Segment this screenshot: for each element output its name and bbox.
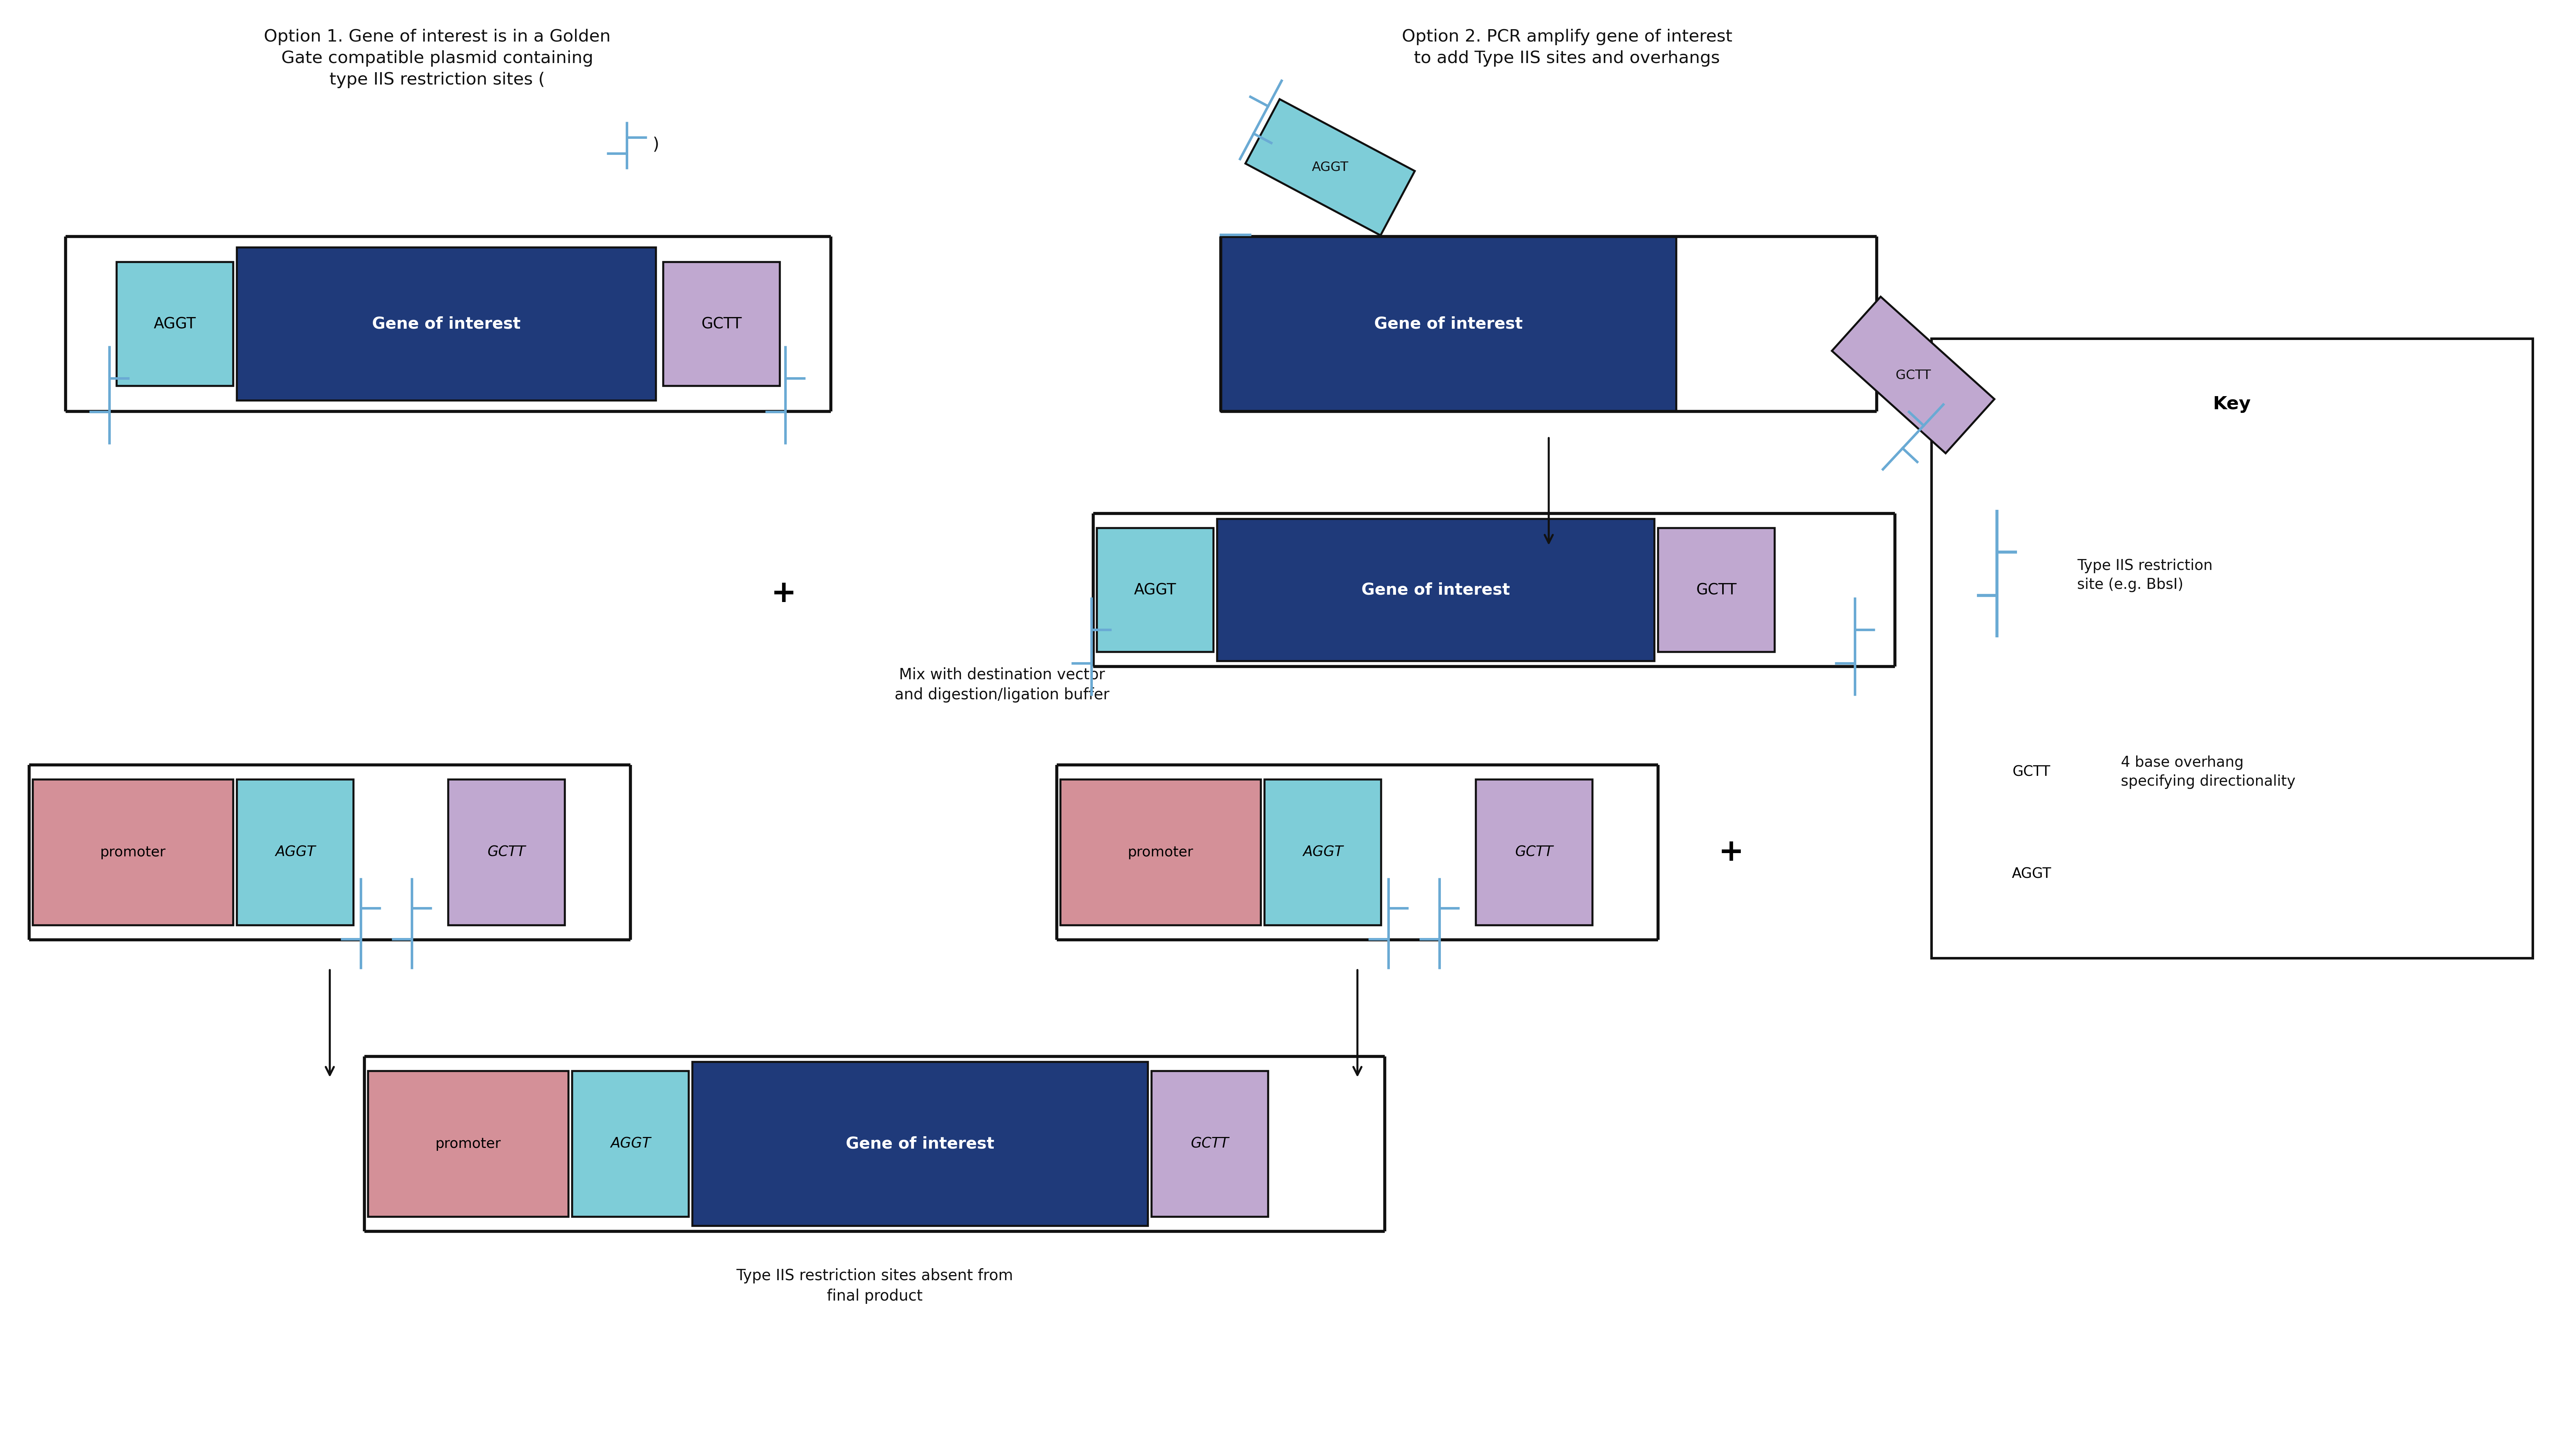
Bar	[448, 780, 564, 925]
Bar	[1265, 780, 1381, 925]
Bar	[1216, 519, 1654, 661]
Text: GCTT: GCTT	[1190, 1137, 1229, 1151]
Text: promoter: promoter	[100, 845, 165, 860]
Bar	[116, 262, 234, 386]
Bar	[693, 1061, 1149, 1225]
Text: GCTT: GCTT	[701, 316, 742, 332]
Bar	[368, 1072, 569, 1217]
Text: AGGT: AGGT	[1133, 583, 1177, 597]
Text: AGGT: AGGT	[2012, 867, 2050, 882]
Text: AGGT: AGGT	[1303, 845, 1342, 860]
Polygon shape	[1244, 99, 1414, 235]
Bar	[1097, 528, 1213, 653]
Bar	[1968, 834, 2094, 915]
Bar	[1151, 1072, 1267, 1217]
Bar	[1476, 780, 1592, 925]
Text: AGGT: AGGT	[155, 316, 196, 332]
Text: GCTT: GCTT	[487, 845, 526, 860]
Text: promoter: promoter	[1128, 845, 1193, 860]
Bar	[1659, 528, 1775, 653]
Text: +: +	[1718, 838, 1744, 867]
Text: promoter: promoter	[435, 1137, 502, 1151]
Bar	[1061, 780, 1260, 925]
Text: Type IIS restriction
site (e.g. BbsI): Type IIS restriction site (e.g. BbsI)	[2076, 558, 2213, 592]
Bar	[1221, 236, 1677, 412]
Text: Option 2. PCR amplify gene of interest
to add Type IIS sites and overhangs: Option 2. PCR amplify gene of interest t…	[1401, 29, 1731, 67]
Text: GCTT: GCTT	[1896, 368, 1932, 381]
Text: Gene of interest: Gene of interest	[1363, 581, 1510, 597]
Text: ): )	[652, 136, 659, 152]
Text: GCTT: GCTT	[2012, 766, 2050, 779]
Text: Gene of interest: Gene of interest	[845, 1135, 994, 1151]
Bar	[237, 248, 657, 400]
Text: Key: Key	[2213, 396, 2251, 413]
Text: Mix with destination vector
and digestion/ligation buffer: Mix with destination vector and digestio…	[894, 667, 1110, 702]
Text: GCTT: GCTT	[1695, 583, 1736, 597]
Bar	[237, 780, 353, 925]
Text: AGGT: AGGT	[1311, 161, 1347, 174]
Text: Gene of interest: Gene of interest	[1373, 316, 1522, 332]
Text: 4 base overhang
specifying directionality: 4 base overhang specifying directionalit…	[2120, 755, 2295, 789]
Bar	[572, 1072, 688, 1217]
Bar	[1932, 338, 2532, 958]
Text: Type IIS restriction sites absent from
final product: Type IIS restriction sites absent from f…	[737, 1269, 1012, 1304]
Text: Gene of interest: Gene of interest	[371, 316, 520, 332]
Bar	[662, 262, 781, 386]
Polygon shape	[1832, 297, 1994, 454]
Text: +: +	[770, 579, 796, 609]
Text: Option 1. Gene of interest is in a Golden
Gate compatible plasmid containing
typ: Option 1. Gene of interest is in a Golde…	[263, 29, 611, 88]
Text: GCTT: GCTT	[1515, 845, 1553, 860]
Bar	[33, 780, 234, 925]
Bar	[1968, 732, 2094, 812]
Text: AGGT: AGGT	[611, 1137, 652, 1151]
Text: AGGT: AGGT	[276, 845, 314, 860]
